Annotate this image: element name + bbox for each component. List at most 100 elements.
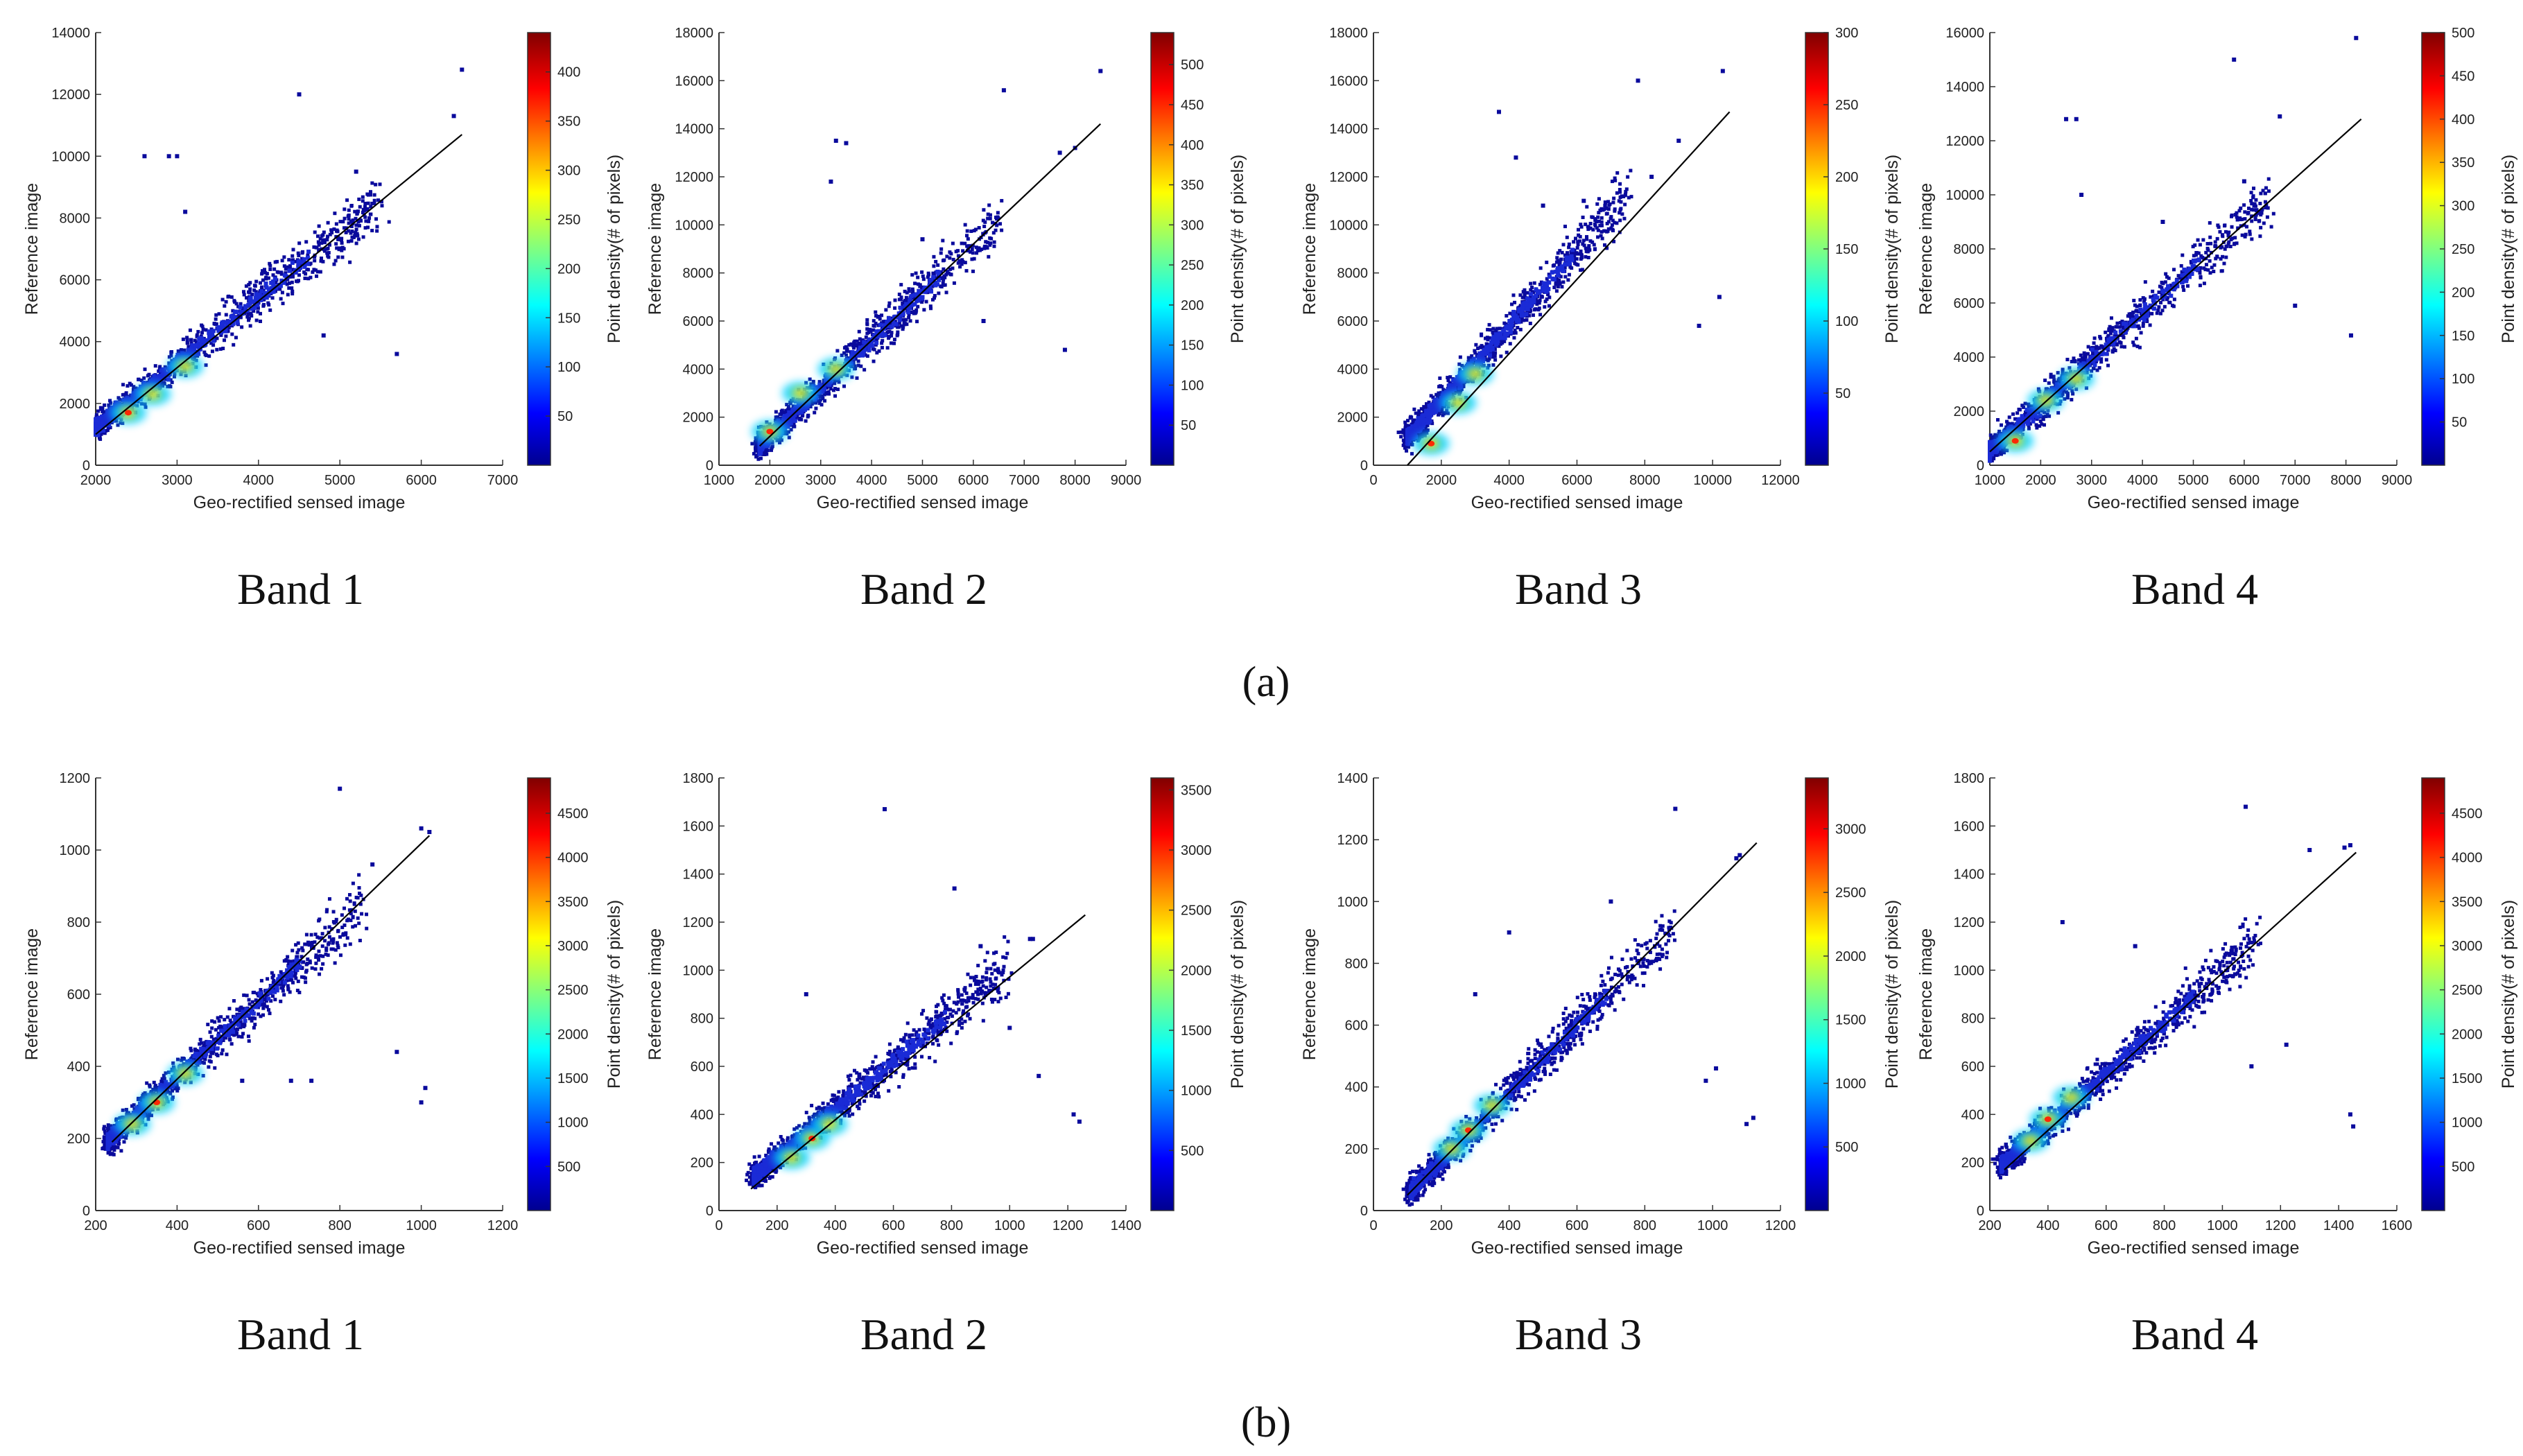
scatter-point-dense <box>1434 404 1439 409</box>
scatter-point-dense <box>266 293 271 297</box>
scatter-point <box>2052 380 2056 384</box>
scatter-point <box>988 216 992 220</box>
scatter-point <box>1491 327 1495 331</box>
scatter-point <box>2132 343 2136 347</box>
scatter-point-dense <box>906 310 911 315</box>
scatter-point <box>2163 280 2167 284</box>
scatter-point <box>878 317 882 321</box>
scatter-point <box>157 369 161 373</box>
scatter-point <box>284 267 288 271</box>
y-tick-label: 2000 <box>60 397 91 412</box>
scatter-point <box>320 241 324 245</box>
scatter-point-dense <box>1437 401 1441 406</box>
scatter-point <box>370 201 374 205</box>
scatter-point <box>882 320 886 324</box>
scatter-point <box>2151 289 2155 293</box>
scatter-point-dense <box>797 401 801 406</box>
scatter-point <box>758 456 763 460</box>
scatter-point-dense <box>912 293 917 297</box>
x-tick-label: 3000 <box>162 473 193 488</box>
scatter-point <box>852 346 856 350</box>
scatter-point <box>287 281 291 285</box>
scatter-point-dense <box>867 346 872 351</box>
scatter-point <box>330 231 334 235</box>
scatter-point <box>1597 219 1601 223</box>
scatter-point <box>754 439 758 443</box>
scatter-point-dense <box>1509 322 1514 327</box>
scatter-point <box>247 318 251 322</box>
scatter-point <box>874 321 878 325</box>
x-tick-label: 4000 <box>856 473 887 488</box>
x-tick-label: 8000 <box>1059 473 1091 488</box>
scatter-point <box>315 245 319 250</box>
scatter-point <box>1421 430 1425 434</box>
scatter-point-dense <box>267 288 272 293</box>
scatter-point <box>1446 379 1450 383</box>
scatter-point-dense <box>1529 300 1534 305</box>
scatter-point <box>1410 442 1414 447</box>
scatter-point <box>259 281 263 285</box>
scatter-point <box>288 275 292 279</box>
scatter-point-dense <box>205 338 209 343</box>
scatter-point <box>2266 206 2270 210</box>
scatter-point <box>1602 229 1606 233</box>
scatter-point <box>1575 257 1579 261</box>
scatter-point <box>1537 301 1541 305</box>
scatter-point <box>365 192 370 196</box>
scatter-point <box>1405 419 1410 423</box>
scatter-point <box>1502 339 1507 343</box>
scatter-point <box>976 248 980 252</box>
scatter-point-dense <box>1495 340 1500 345</box>
scatter-point <box>296 251 300 255</box>
scatter-point <box>1599 216 1604 220</box>
scatter-point-dense <box>279 278 284 283</box>
scatter-point <box>804 419 808 423</box>
scatter-point <box>782 410 786 415</box>
scatter-point <box>1437 412 1441 416</box>
scatter-point <box>835 379 840 383</box>
scatter-point <box>1410 451 1414 456</box>
scatter-point <box>268 263 272 268</box>
scatter-point-dense <box>1511 309 1516 314</box>
scatter-point-dense <box>248 295 253 300</box>
scatter-point <box>958 265 962 269</box>
scatter-point <box>215 336 219 340</box>
scatter-point <box>1448 375 1453 379</box>
scatter-point <box>1606 220 1611 224</box>
scatter-point-dense <box>1408 432 1413 437</box>
scatter-point <box>236 304 241 309</box>
scatter-point-dense <box>278 284 283 288</box>
scatter-point <box>1588 221 1593 225</box>
scatter-point <box>116 396 121 400</box>
scatter-point-dense <box>818 385 823 390</box>
scatter-point-dense <box>288 268 293 273</box>
scatter-point <box>826 390 831 394</box>
scatter-point <box>1999 452 2003 456</box>
scatter-point <box>903 289 907 293</box>
scatter-point-dense <box>1493 332 1498 337</box>
regression-line <box>1407 111 1731 466</box>
scatter-point-dense <box>94 423 98 428</box>
scatter-point <box>304 240 309 244</box>
scatter-point <box>971 269 975 273</box>
scatter-point <box>2226 234 2230 238</box>
scatter-point <box>2044 415 2048 419</box>
scatter-point <box>347 208 351 212</box>
scatter-point <box>214 322 218 326</box>
scatter-point <box>367 216 372 220</box>
scatter-point-dense <box>819 390 824 395</box>
scatter-point <box>1417 409 1421 413</box>
scatter-point-dense <box>252 299 257 304</box>
scatter-point <box>372 201 376 205</box>
scatter-point <box>2004 419 2009 424</box>
scatter-point <box>1405 449 1409 453</box>
scatter-point <box>984 240 988 244</box>
scatter-point <box>168 385 173 389</box>
scatter-point-dense <box>815 385 820 390</box>
scatter-point <box>2070 397 2074 401</box>
scatter-point <box>378 182 382 187</box>
scatter-point <box>240 325 244 329</box>
scatter-point <box>322 248 326 252</box>
y-tick-label: 2000 <box>683 410 714 426</box>
scatter-point-dense <box>901 311 905 316</box>
